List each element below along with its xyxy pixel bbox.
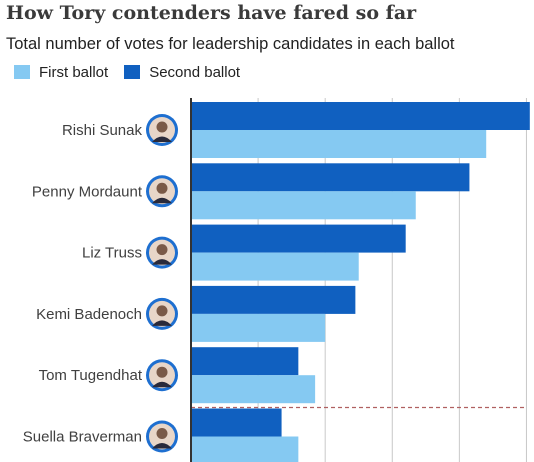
avatar-shoulders [152, 443, 172, 449]
avatar-head [156, 305, 168, 317]
avatar-head [156, 366, 168, 378]
bar-second-ballot-penny-mordaunt [191, 163, 470, 192]
avatar-shoulders [152, 259, 172, 265]
kemi-badenoch-avatar [146, 297, 178, 330]
bar-second-ballot-suella-braverman [191, 408, 282, 437]
category-label-kemi-badenoch: Kemi Badenoch [36, 306, 142, 323]
legend-label-first-ballot: First ballot [39, 63, 109, 81]
category-label-penny-mordaunt: Penny Mordaunt [32, 183, 143, 200]
avatar-shoulders [152, 381, 172, 388]
legend-label-second-ballot: Second ballot [149, 63, 241, 81]
avatar-shoulders [152, 197, 172, 204]
legend-swatch-second-ballot [124, 65, 141, 79]
chart-subtitle: Total number of votes for leadership can… [6, 35, 455, 53]
bar-chart: Rishi Sunak Penny Mordaunt Liz Truss Kemi B… [23, 98, 530, 462]
tom-tugendhat-avatar [146, 359, 178, 392]
avatar-head [156, 182, 168, 194]
legend-item-second-ballot: Second ballot [124, 64, 240, 81]
category-label-rishi-sunak: Rishi Sunak [62, 122, 143, 139]
bar-second-ballot-liz-truss [191, 224, 406, 253]
legend: First ballot Second ballot [14, 63, 256, 81]
legend-item-first-ballot: First ballot [14, 64, 108, 81]
bar-first-ballot-kemi-badenoch [191, 313, 326, 342]
chart-title: How Tory contenders have fared so far [6, 2, 417, 24]
bar-second-ballot-kemi-badenoch [191, 285, 356, 314]
bar-second-ballot-rishi-sunak [191, 102, 530, 130]
avatar-head [156, 121, 168, 133]
suella-braverman-avatar [146, 420, 178, 453]
avatar-head [156, 428, 168, 439]
legend-swatch-first-ballot [14, 65, 30, 79]
rishi-sunak-avatar [146, 114, 178, 146]
avatar-shoulders [152, 320, 172, 326]
liz-truss-avatar [146, 236, 178, 269]
bar-first-ballot-rishi-sunak [191, 130, 487, 158]
avatar-head [156, 244, 168, 256]
bar-second-ballot-tom-tugendhat [191, 347, 299, 376]
bar-first-ballot-liz-truss [191, 252, 359, 281]
category-label-tom-tugendhat: Tom Tugendhat [39, 367, 143, 384]
bar-first-ballot-penny-mordaunt [191, 191, 416, 220]
penny-mordaunt-avatar [146, 175, 178, 208]
bar-first-ballot-suella-braverman [191, 436, 299, 462]
avatar-shoulders [152, 136, 172, 142]
bar-first-ballot-tom-tugendhat [191, 375, 316, 404]
category-label-liz-truss: Liz Truss [82, 245, 142, 262]
category-label-suella-braverman: Suella Braverman [23, 429, 142, 446]
